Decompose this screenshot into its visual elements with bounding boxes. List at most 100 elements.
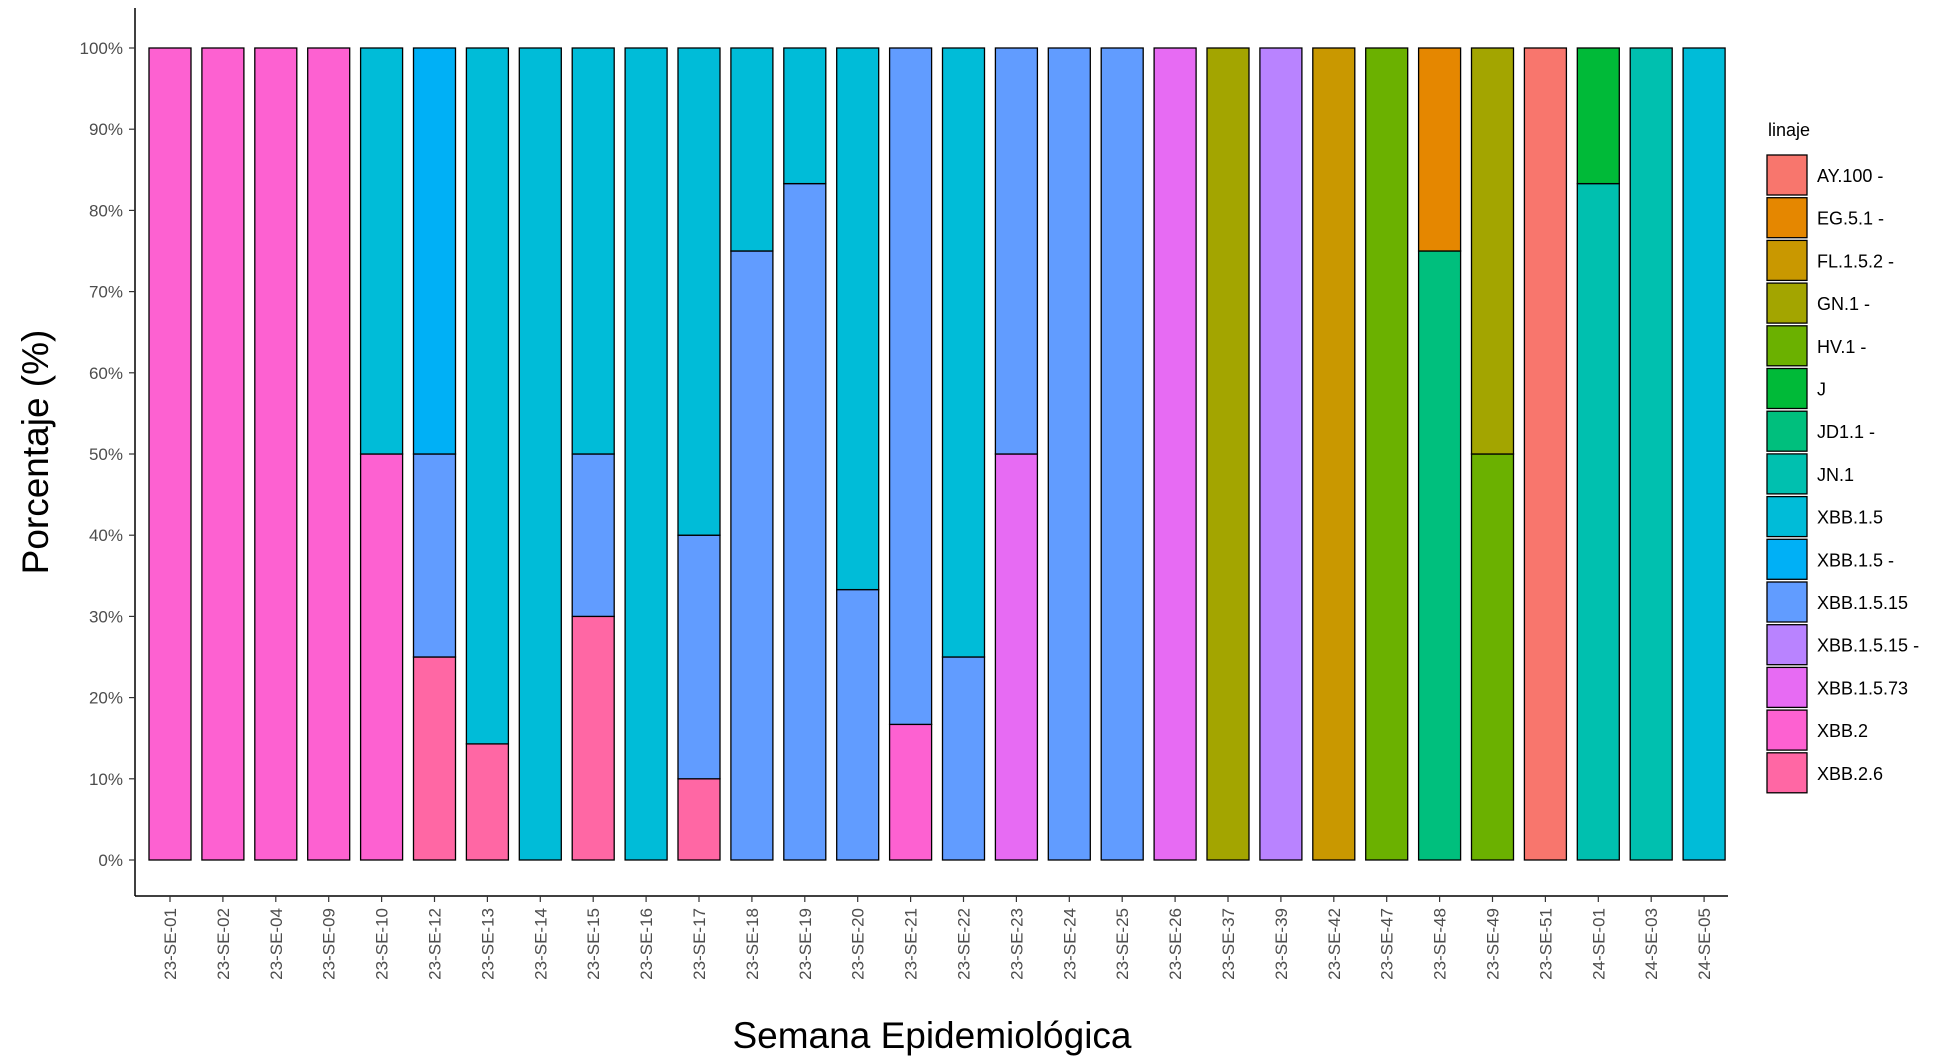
legend-label: GN.1 - (1817, 294, 1870, 314)
legend-label: JN.1 (1817, 465, 1854, 485)
bar-segment (1365, 47, 1409, 861)
bar-segment (518, 47, 562, 861)
x-tick-label: 23-SE-17 (690, 908, 709, 980)
bar-segment (1047, 47, 1091, 861)
x-tick-label: 23-SE-25 (1113, 908, 1132, 980)
y-axis: 0% 10% 20% 30% 40% 50% 60% 70% 80% 90% 100% (80, 8, 136, 896)
x-tick-label: 24-SE-01 (1589, 908, 1608, 980)
bar-segment (1576, 47, 1620, 185)
bar-segment (1153, 47, 1197, 861)
x-tick-label: 23-SE-42 (1325, 908, 1344, 980)
legend-swatch (1766, 453, 1808, 495)
legend-label: JD1.1 - (1817, 422, 1875, 442)
x-tick-label: 23-SE-09 (320, 908, 339, 980)
x-tick-label: 23-SE-16 (637, 908, 656, 980)
bar-segment (148, 47, 192, 861)
bar-segment (254, 47, 298, 861)
bar-segment (412, 453, 457, 658)
legend-swatch (1766, 325, 1808, 367)
legend-swatch (1766, 197, 1808, 239)
legend-swatch (1766, 154, 1808, 196)
x-tick-label: 23-SE-14 (531, 908, 550, 980)
legend-swatch (1766, 666, 1808, 709)
bar-segment (465, 47, 510, 745)
bar-segment (783, 182, 827, 861)
bar-segment (307, 47, 351, 861)
x-tick-label: 23-SE-49 (1484, 908, 1503, 980)
x-tick-label: 23-SE-20 (849, 908, 868, 980)
bar-segment (888, 723, 933, 861)
bar-segment (1576, 182, 1620, 861)
y-tick-label: 10% (89, 770, 123, 789)
x-tick-label: 23-SE-47 (1378, 908, 1397, 980)
legend-swatch (1766, 752, 1808, 794)
legend-swatch (1766, 581, 1808, 623)
legend-swatch (1766, 367, 1808, 410)
x-tick-label: 23-SE-26 (1166, 908, 1185, 980)
x-tick-label: 23-SE-24 (1060, 908, 1079, 980)
bar-segment (783, 47, 827, 185)
bar-segment (836, 588, 880, 861)
plot-area (148, 47, 1726, 861)
x-tick-label: 23-SE-22 (955, 908, 974, 980)
y-tick-label: 30% (89, 607, 123, 626)
y-tick-label: 70% (89, 283, 123, 302)
bar-segment (1259, 47, 1303, 861)
bar-segment (1470, 47, 1515, 455)
bar-segment (1417, 250, 1462, 861)
bar-segment (412, 47, 457, 455)
bar-segment (624, 47, 668, 861)
x-tick-label: 23-SE-37 (1219, 908, 1238, 980)
y-tick-label: 50% (89, 445, 123, 464)
legend-swatch (1766, 282, 1808, 324)
legend-label: XBB.1.5.73 (1817, 678, 1908, 698)
y-tick-label: 60% (89, 364, 123, 383)
legend-label: XBB.2 (1817, 721, 1868, 741)
x-tick-label: 23-SE-51 (1536, 908, 1555, 980)
x-tick-label: 23-SE-21 (902, 908, 921, 980)
legend-label: FL.1.5.2 - (1817, 251, 1894, 271)
legend-swatch (1766, 538, 1808, 580)
bar-segment (941, 656, 986, 861)
bar-segment (1629, 47, 1673, 861)
bar-segment (994, 47, 1039, 455)
legend-label: XBB.1.5.15 (1817, 593, 1908, 613)
x-tick-label: 24-SE-03 (1642, 908, 1661, 980)
bar-segment (677, 778, 721, 861)
legend-swatch (1766, 410, 1808, 452)
y-tick-label: 0% (98, 851, 123, 870)
legend-swatch (1766, 239, 1808, 282)
bar-segment (1100, 47, 1144, 861)
bar-segment (730, 47, 774, 252)
legend-label: J (1817, 380, 1826, 400)
bar-segment (571, 47, 615, 455)
legend-label: XBB.1.5 (1817, 508, 1883, 528)
bar-segment (1682, 47, 1726, 861)
legend-label: HV.1 - (1817, 337, 1866, 357)
bar-segment (677, 47, 721, 536)
x-tick-label: 23-SE-23 (1007, 908, 1026, 980)
legend: linaje AY.100 - EG.5.1 - FL.1.5.2 - GN.1 - H… (1766, 120, 1919, 794)
bar-segment (465, 743, 510, 861)
y-tick-label: 90% (89, 120, 123, 139)
legend-label: EG.5.1 - (1817, 209, 1884, 229)
x-tick-label: 23-SE-18 (743, 908, 762, 980)
x-axis-title: Semana Epidemiológica (732, 1015, 1131, 1056)
bar-segment (571, 453, 615, 618)
bar-segment (359, 47, 404, 455)
bar-segment (1470, 453, 1515, 861)
bar-segment (412, 656, 457, 861)
x-tick-label: 23-SE-12 (426, 908, 445, 980)
bar-segment (994, 453, 1039, 861)
bar-segment (941, 47, 986, 658)
legend-label: XBB.1.5 - (1817, 550, 1894, 570)
x-tick-label: 23-SE-39 (1272, 908, 1291, 980)
x-tick-label: 23-SE-02 (214, 908, 233, 980)
x-tick-label: 23-SE-04 (267, 908, 286, 980)
y-tick-label: 40% (89, 526, 123, 545)
x-axis: 23-SE-01 23-SE-02 23-SE-04 23-SE-09 23-SE-10… (135, 895, 1728, 980)
bar-segment (677, 534, 721, 780)
legend-title: linaje (1768, 120, 1810, 140)
